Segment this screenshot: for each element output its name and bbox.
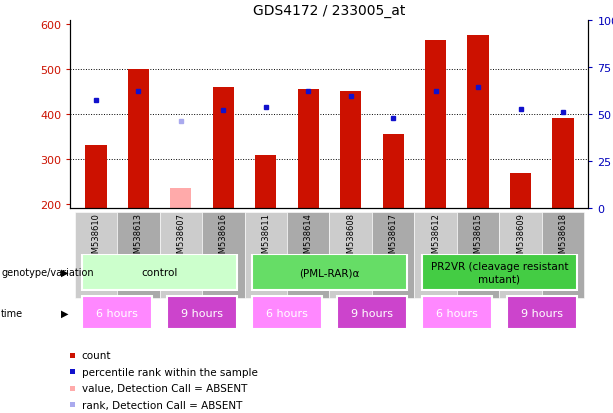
Bar: [340, 92, 361, 209]
Text: GSM538609: GSM538609: [516, 212, 525, 263]
FancyBboxPatch shape: [202, 212, 245, 299]
Text: GSM538613: GSM538613: [134, 212, 143, 263]
FancyBboxPatch shape: [82, 296, 153, 330]
Text: 9 hours: 9 hours: [521, 308, 563, 318]
Bar: [552, 119, 574, 209]
Bar: [170, 188, 191, 209]
Bar: [298, 90, 319, 209]
FancyBboxPatch shape: [82, 255, 237, 290]
Text: GSM538618: GSM538618: [558, 212, 568, 263]
Text: percentile rank within the sample: percentile rank within the sample: [82, 367, 257, 377]
Text: count: count: [82, 350, 111, 360]
Text: genotype/variation: genotype/variation: [1, 268, 94, 278]
FancyBboxPatch shape: [337, 296, 407, 330]
Text: GSM538612: GSM538612: [431, 212, 440, 263]
FancyBboxPatch shape: [506, 296, 577, 330]
FancyBboxPatch shape: [287, 212, 330, 299]
Text: GSM538611: GSM538611: [261, 212, 270, 263]
Bar: [85, 146, 107, 209]
Text: GSM538610: GSM538610: [91, 212, 101, 263]
Text: 6 hours: 6 hours: [436, 308, 478, 318]
FancyBboxPatch shape: [252, 296, 322, 330]
Text: GSM538607: GSM538607: [177, 212, 185, 263]
Text: 6 hours: 6 hours: [96, 308, 138, 318]
FancyBboxPatch shape: [372, 212, 414, 299]
FancyBboxPatch shape: [500, 212, 542, 299]
Text: (PML-RAR)α: (PML-RAR)α: [299, 268, 360, 278]
Text: control: control: [142, 268, 178, 278]
FancyBboxPatch shape: [422, 255, 577, 290]
Text: PR2VR (cleavage resistant
mutant): PR2VR (cleavage resistant mutant): [430, 262, 568, 283]
Text: GSM538608: GSM538608: [346, 212, 355, 263]
FancyBboxPatch shape: [457, 212, 500, 299]
Text: ▶: ▶: [61, 268, 69, 278]
Bar: [510, 173, 531, 209]
FancyBboxPatch shape: [252, 255, 407, 290]
Bar: [425, 41, 446, 209]
Bar: [468, 36, 489, 209]
FancyBboxPatch shape: [159, 212, 202, 299]
Bar: [128, 70, 149, 209]
Text: ▶: ▶: [61, 308, 69, 318]
Bar: [213, 88, 234, 209]
Text: 9 hours: 9 hours: [351, 308, 393, 318]
FancyBboxPatch shape: [414, 212, 457, 299]
FancyBboxPatch shape: [330, 212, 372, 299]
Text: GSM538617: GSM538617: [389, 212, 398, 263]
FancyBboxPatch shape: [542, 212, 584, 299]
FancyBboxPatch shape: [167, 296, 237, 330]
Text: value, Detection Call = ABSENT: value, Detection Call = ABSENT: [82, 383, 247, 393]
Text: 9 hours: 9 hours: [181, 308, 223, 318]
Text: GSM538616: GSM538616: [219, 212, 228, 263]
FancyBboxPatch shape: [117, 212, 159, 299]
Text: GSM538615: GSM538615: [474, 212, 482, 263]
Text: 6 hours: 6 hours: [266, 308, 308, 318]
Bar: [383, 135, 404, 209]
Title: GDS4172 / 233005_at: GDS4172 / 233005_at: [253, 4, 406, 18]
Text: rank, Detection Call = ABSENT: rank, Detection Call = ABSENT: [82, 400, 242, 410]
Text: time: time: [1, 308, 23, 318]
FancyBboxPatch shape: [75, 212, 117, 299]
Text: GSM538614: GSM538614: [304, 212, 313, 263]
Bar: [255, 156, 276, 209]
FancyBboxPatch shape: [422, 296, 492, 330]
FancyBboxPatch shape: [245, 212, 287, 299]
